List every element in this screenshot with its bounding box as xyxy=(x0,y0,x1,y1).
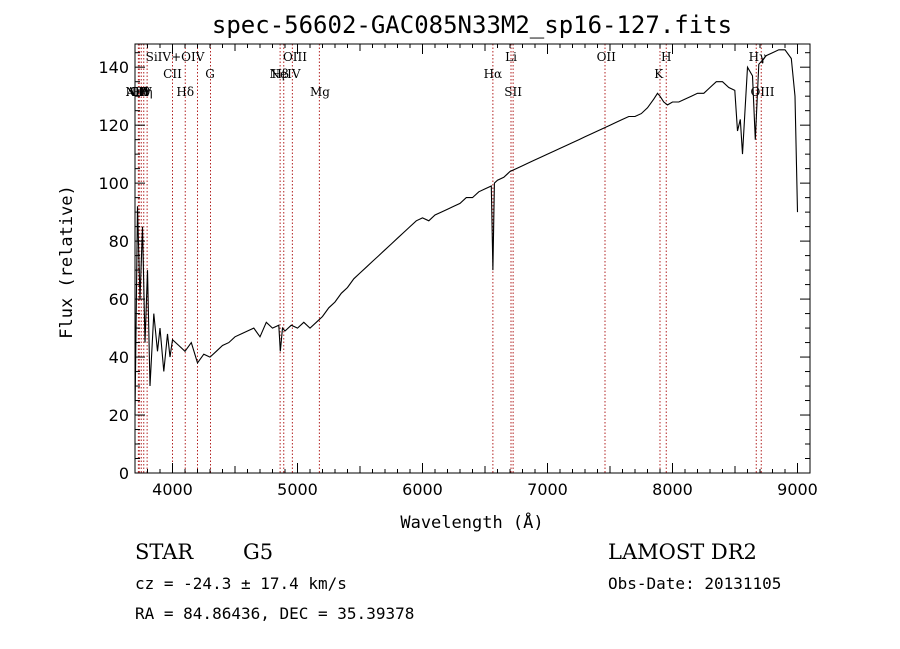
y-tick-label: 60 xyxy=(109,290,129,309)
spectral-line-label-20: OIII xyxy=(750,85,774,99)
y-axis-label: Flux (relative) xyxy=(57,185,77,339)
spectral-line-markers xyxy=(137,44,762,473)
spectral-line-label-15: SII xyxy=(504,85,522,99)
spectral-line-label-3: Hθ xyxy=(132,85,150,99)
y-tick-label: 100 xyxy=(98,174,129,193)
spectral-line-label-19: Hγ xyxy=(749,50,767,64)
chart-title: spec-56602-GAC085N33M2_sp16-127.fits xyxy=(212,11,732,39)
x-tick-label: 7000 xyxy=(527,480,568,499)
spectral-line-label-13: Hα xyxy=(484,67,503,81)
spectral-line-label-18: K xyxy=(654,67,664,81)
y-tick-label: 140 xyxy=(98,58,129,77)
spectral-line-label-1: NeV xyxy=(125,85,152,99)
spectral-line-label-10: NeIV xyxy=(269,67,300,81)
spectral-line-label-9: OIII xyxy=(283,50,307,64)
x-tick-label: 5000 xyxy=(277,480,318,499)
x-tick-label: 8000 xyxy=(652,480,693,499)
spectral-line-label-16: OII xyxy=(597,50,617,64)
x-tick-label: 6000 xyxy=(402,480,443,499)
axis-ticks: 4000 5000 6000 7000 8000 9000 0 20 40 60 80 100 120 1… xyxy=(98,44,818,499)
y-tick-label: 20 xyxy=(109,406,129,425)
spectral-line-label-7: Hδ xyxy=(176,85,194,99)
observation-date: Obs-Date: 20131105 xyxy=(608,574,782,593)
spectral-line-label-11: Hβ xyxy=(272,67,289,81)
spectral-line-labels: AlIINeVOIIHθHηSiIV+OIVCIIHδGOIIINeIVHβMg… xyxy=(125,50,774,99)
object-subclass: G5 xyxy=(243,540,274,564)
spectral-line-label-0: AlII xyxy=(126,85,149,99)
spectral-line-label-14: Li xyxy=(505,50,517,64)
redshift-velocity: cz = -24.3 ± 17.4 km/s xyxy=(135,574,347,593)
y-tick-label: 120 xyxy=(98,116,129,135)
spectral-line-label-12: Mg xyxy=(310,85,330,99)
y-tick-label: 0 xyxy=(119,464,129,483)
coordinates: RA = 84.86436, DEC = 35.39378 xyxy=(135,604,415,623)
spectral-line-label-5: SiIV+OIV xyxy=(146,50,205,64)
x-axis-label: Wavelength (Å) xyxy=(400,511,543,533)
survey-name: LAMOST DR2 xyxy=(608,540,757,564)
spectral-line-label-4: Hη xyxy=(135,85,153,99)
spectral-line-label-8: G xyxy=(205,67,215,81)
spectral-line-label-2: OII xyxy=(130,85,150,99)
x-tick-label: 9000 xyxy=(777,480,818,499)
spectral-line-label-17: H xyxy=(661,50,671,64)
spectral-line-label-6: CII xyxy=(163,67,182,81)
object-class: STAR xyxy=(135,540,194,564)
x-tick-label: 4000 xyxy=(152,480,193,499)
plot-frame xyxy=(134,43,811,474)
spectrum-series-line xyxy=(134,49,799,416)
y-tick-label: 40 xyxy=(109,348,129,367)
y-tick-label: 80 xyxy=(109,232,129,251)
